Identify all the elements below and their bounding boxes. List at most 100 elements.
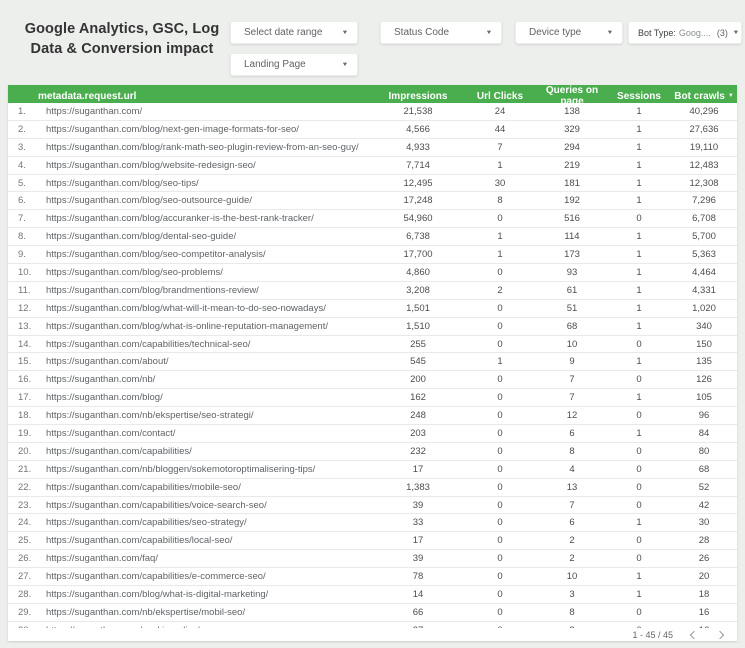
table-row[interactable]: 21. https://suganthan.com/nb/bloggen/sok… xyxy=(8,460,737,479)
sessions-cell: 1 xyxy=(636,177,642,189)
queries-cell: 2 xyxy=(569,535,575,547)
row-index: 21. xyxy=(18,463,32,475)
impressions-cell: 39 xyxy=(412,499,424,511)
sort-desc-icon: ▼ xyxy=(727,93,734,99)
table-row[interactable]: 27. https://suganthan.com/capabilities/e… xyxy=(8,568,737,587)
row-index: 24. xyxy=(18,517,32,529)
filter-bot-type-count: (3) xyxy=(716,27,728,38)
row-index: 10. xyxy=(18,266,32,278)
table-row[interactable]: 1. https://suganthan.com/ 21,538 24 138 … xyxy=(8,103,737,121)
data-table-card: metadata.request.url Impressions Url Cli… xyxy=(8,85,737,641)
filter-landing-page-label: Landing Page xyxy=(244,59,306,70)
impressions-cell: 162 xyxy=(410,392,426,404)
bot-crawls-cell: 5,363 xyxy=(692,249,716,261)
impressions-cell: 4,566 xyxy=(406,123,430,135)
table-row[interactable]: 10. https://suganthan.com/blog/seo-probl… xyxy=(8,264,737,282)
bot-crawls-cell: 12,308 xyxy=(689,177,719,189)
url-clicks-cell: 0 xyxy=(497,338,503,350)
filter-bot-type[interactable]: Bot Type: Goog.... (3) ▼ xyxy=(628,21,742,44)
table-row[interactable]: 26. https://suganthan.com/faq/ 39 0 2 0 … xyxy=(8,550,737,569)
queries-cell: 68 xyxy=(566,320,578,332)
url-cell: https://suganthan.com/blog/website-redes… xyxy=(46,159,256,171)
sessions-cell: 0 xyxy=(636,410,642,422)
bot-crawls-cell: 40,296 xyxy=(689,105,719,117)
queries-cell: 6 xyxy=(569,427,575,439)
url-clicks-cell: 1 xyxy=(497,356,503,368)
url-clicks-cell: 0 xyxy=(497,445,503,457)
url-cell: https://suganthan.com/blog/rank-math-seo… xyxy=(46,141,359,153)
row-index: 12. xyxy=(18,302,32,314)
table-row[interactable]: 4. https://suganthan.com/blog/website-re… xyxy=(8,156,737,175)
previous-page-icon[interactable] xyxy=(689,630,699,639)
table-row[interactable]: 14. https://suganthan.com/capabilities/t… xyxy=(8,335,737,354)
table-row[interactable]: 28. https://suganthan.com/blog/what-is-d… xyxy=(8,586,737,604)
filter-date-range[interactable]: Select date range ▼ xyxy=(230,21,358,44)
url-clicks-cell: 0 xyxy=(497,517,503,529)
table-row[interactable]: 12. https://suganthan.com/blog/what-will… xyxy=(8,299,737,318)
table-row[interactable]: 5. https://suganthan.com/blog/seo-tips/ … xyxy=(8,174,737,193)
impressions-cell: 78 xyxy=(412,571,424,583)
impressions-cell: 7,714 xyxy=(406,159,430,171)
column-header-impressions[interactable]: Impressions xyxy=(388,90,448,102)
table-row[interactable]: 20. https://suganthan.com/capabilities/ … xyxy=(8,442,737,461)
url-clicks-cell: 0 xyxy=(497,302,503,314)
impressions-cell: 200 xyxy=(410,374,426,386)
bot-crawls-cell: 26 xyxy=(698,553,710,565)
table-row[interactable]: 13. https://suganthan.com/blog/what-is-o… xyxy=(8,317,737,336)
queries-cell: 9 xyxy=(569,356,575,368)
table-row[interactable]: 15. https://suganthan.com/about/ 545 1 9… xyxy=(8,353,737,372)
column-header-queries[interactable]: Queries on page xyxy=(545,85,599,107)
table-row[interactable]: 17. https://suganthan.com/blog/ 162 0 7 … xyxy=(8,389,737,408)
table-row[interactable]: 22. https://suganthan.com/capabilities/m… xyxy=(8,478,737,497)
url-clicks-cell: 0 xyxy=(497,374,503,386)
url-cell: https://suganthan.com/ xyxy=(46,105,143,117)
column-header-bot-crawls[interactable]: Bot crawls ▼ xyxy=(671,91,737,102)
table-row[interactable]: 6. https://suganthan.com/blog/seo-outsou… xyxy=(8,192,737,211)
column-header-url-clicks[interactable]: Url Clicks xyxy=(476,90,524,102)
sessions-cell: 0 xyxy=(636,463,642,475)
table-row[interactable]: 2. https://suganthan.com/blog/next-gen-i… xyxy=(8,120,737,139)
bot-crawls-cell: 42 xyxy=(698,499,710,511)
next-page-icon[interactable] xyxy=(715,630,725,639)
filter-device-type[interactable]: Device type ▼ xyxy=(515,21,623,44)
table-row[interactable]: 18. https://suganthan.com/nb/ekspertise/… xyxy=(8,407,737,426)
filter-status-code[interactable]: Status Code ▼ xyxy=(380,21,502,44)
filter-bot-type-value: Goog.... xyxy=(678,27,711,38)
queries-cell: 294 xyxy=(564,141,580,153)
sessions-cell: 1 xyxy=(636,105,642,117)
row-index: 16. xyxy=(18,374,32,386)
url-clicks-cell: 0 xyxy=(497,213,503,225)
table-row[interactable]: 3. https://suganthan.com/blog/rank-math-… xyxy=(8,138,737,157)
queries-cell: 13 xyxy=(566,481,578,493)
url-clicks-cell: 0 xyxy=(497,463,503,475)
url-cell: https://suganthan.com/capabilities/ xyxy=(46,445,192,457)
table-row[interactable]: 25. https://suganthan.com/capabilities/l… xyxy=(8,532,737,551)
column-header-url[interactable]: metadata.request.url xyxy=(38,90,137,102)
table-row[interactable]: 11. https://suganthan.com/blog/brandment… xyxy=(8,281,737,300)
table-row[interactable]: 9. https://suganthan.com/blog/seo-compet… xyxy=(8,246,737,265)
row-index: 9. xyxy=(18,249,26,261)
table-row[interactable]: 23. https://suganthan.com/capabilities/v… xyxy=(8,496,737,515)
url-clicks-cell: 0 xyxy=(497,535,503,547)
table-row[interactable]: 7. https://suganthan.com/blog/accuranker… xyxy=(8,210,737,229)
filter-landing-page[interactable]: Landing Page ▼ xyxy=(230,53,358,76)
table-row[interactable]: 16. https://suganthan.com/nb/ 200 0 7 0 … xyxy=(8,371,737,390)
table-row[interactable]: 24. https://suganthan.com/capabilities/s… xyxy=(8,514,737,533)
bot-crawls-cell: 6,708 xyxy=(692,213,716,225)
impressions-cell: 248 xyxy=(410,410,426,422)
chevron-down-icon: ▼ xyxy=(732,29,740,36)
url-cell: https://suganthan.com/nb/ekspertise/seo-… xyxy=(46,410,254,422)
url-clicks-cell: 0 xyxy=(497,320,503,332)
sessions-cell: 1 xyxy=(636,266,642,278)
bot-crawls-cell: 52 xyxy=(698,481,710,493)
bot-crawls-cell: 68 xyxy=(698,463,710,475)
column-header-sessions[interactable]: Sessions xyxy=(617,90,661,102)
table-row[interactable]: 29. https://suganthan.com/nb/ekspertise/… xyxy=(8,603,737,622)
table-row[interactable]: 8. https://suganthan.com/blog/dental-seo… xyxy=(8,228,737,247)
url-cell: https://suganthan.com/blog/what-will-it-… xyxy=(46,302,326,314)
url-cell: https://suganthan.com/blog/dental-seo-gu… xyxy=(46,231,237,243)
table-row[interactable]: 19. https://suganthan.com/contact/ 203 0… xyxy=(8,425,737,443)
bot-crawls-cell: 4,331 xyxy=(692,284,716,296)
url-clicks-cell: 1 xyxy=(497,231,503,243)
queries-cell: 61 xyxy=(566,284,578,296)
